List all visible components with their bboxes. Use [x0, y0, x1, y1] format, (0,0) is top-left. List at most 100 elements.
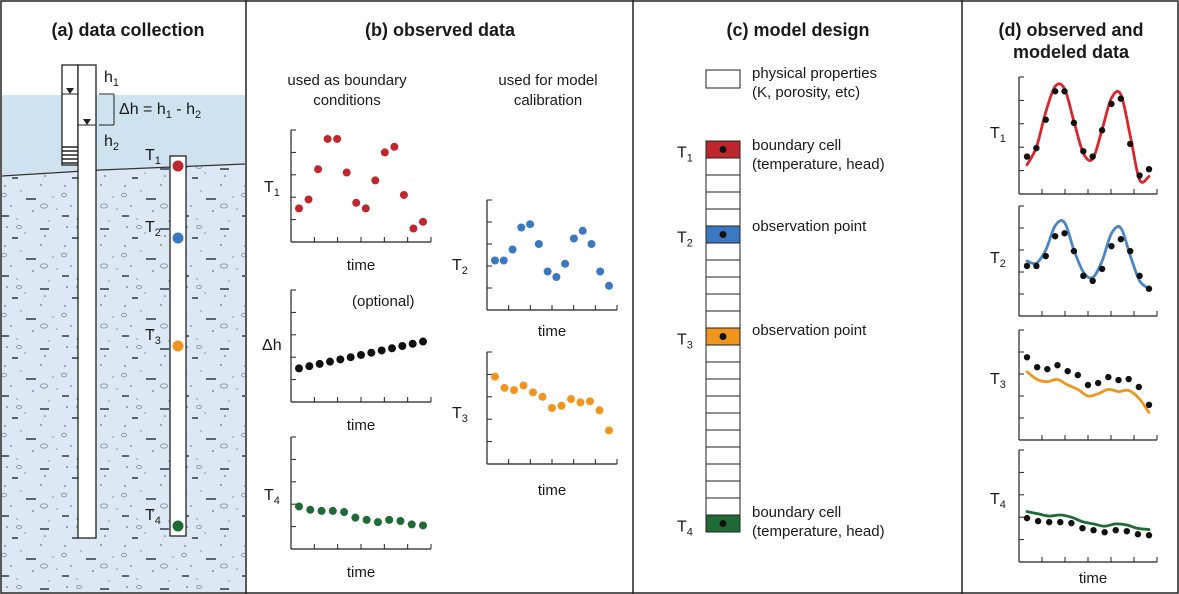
d-plot-3-observed-point [1033, 363, 1041, 371]
d-plot-3-observed-point [1064, 367, 1071, 375]
model-t4-label: T4 [677, 519, 693, 539]
d-plot-1-observed-point [1089, 153, 1096, 160]
d-plot-3-observed-point [1023, 354, 1031, 361]
b-plot-4-point [508, 245, 517, 254]
panel-d-plot-4: T4 [990, 449, 1158, 563]
col2-header-line2: calibration [514, 92, 582, 109]
model-t3-label: T3 [677, 332, 693, 352]
b-plot-1-ylabel: T1 [264, 179, 280, 199]
model-cell [705, 259, 741, 278]
d-plot-2-observed-point [1089, 277, 1096, 284]
legend-line1: physical properties [752, 65, 877, 82]
model-cell [705, 276, 741, 295]
b-plot-5-point [500, 383, 509, 392]
model-cell [705, 344, 741, 363]
b-plot-3-point [317, 506, 326, 515]
b-plot-2-xlabel: time [347, 417, 375, 434]
boundary-top-line2: (temperature, head) [752, 156, 885, 173]
d-plot-2-observed-point [1042, 252, 1049, 260]
d-plot-1-model-line [1025, 82, 1151, 184]
d-plot-2-observed-point [1080, 272, 1087, 280]
model-cell [705, 412, 741, 431]
model-cell [705, 157, 741, 176]
panel-b-plot-5-axes [486, 351, 618, 465]
boundary-top-line1: boundary cell [752, 137, 841, 154]
d-plot-4-model-line [1025, 510, 1151, 531]
d-plot-2-observed-point [1108, 242, 1115, 250]
b-plot-3-point [385, 515, 394, 524]
model-cell [705, 378, 741, 397]
b-plot-2-point [398, 342, 407, 350]
b-plot-1-point [295, 204, 303, 213]
b-plot-2-point [295, 364, 303, 373]
b-plot-5-point [605, 426, 613, 435]
b-plot-4-point [596, 267, 605, 276]
b-plot-1-point [380, 148, 389, 157]
optional-label: (optional) [352, 293, 415, 310]
b-plot-4-point [517, 223, 526, 232]
b-plot-2-point [388, 344, 396, 353]
b-plot-5-xlabel: time [538, 482, 566, 499]
b-plot-5-point [576, 398, 585, 407]
b-plot-2-point [326, 357, 334, 366]
panel-a-title: (a) data collection [51, 20, 204, 40]
d-plot-4-observed-point [1145, 532, 1153, 539]
d-plot-4-observed-point [1068, 519, 1075, 527]
b-plot-5-point [595, 406, 604, 415]
subsurface-sediment [2, 164, 245, 592]
panel-b-plot-4: T2 time [452, 199, 618, 340]
d-plot-3-observed-point [1094, 379, 1102, 387]
col1-header-line1: used as boundary [287, 72, 407, 89]
d-plot-1-observed-point [1145, 165, 1153, 173]
d-plot-1-observed-point [1023, 153, 1031, 160]
panel-d-plot-2-axes [1018, 205, 1158, 317]
boundary-bottom-line2: (temperature, head) [752, 523, 885, 540]
b-plot-5-ylabel: T3 [452, 405, 468, 425]
h2-label: h2 [104, 133, 119, 153]
b-plot-2-point [419, 337, 427, 346]
b-plot-2-point [408, 339, 417, 348]
model-cell-t4-node [719, 520, 727, 527]
b-plot-3-point [407, 520, 416, 529]
b-plot-1-point [323, 134, 332, 143]
b-plot-1-point [371, 176, 380, 185]
model-t2-label: T2 [677, 230, 693, 250]
model-cell [705, 208, 741, 227]
d-plot-4-observed-point [1023, 514, 1031, 522]
d-plot-1-observed-point [1136, 172, 1143, 179]
piezometer-pipe [77, 64, 97, 539]
b-plot-2-point [346, 353, 355, 362]
b-plot-4-point [578, 226, 587, 235]
d-plot-3-observed-point [1125, 375, 1132, 383]
d-plot-2-observed-point [1145, 285, 1153, 292]
d-plot-2-observed-point [1117, 236, 1125, 243]
d-plot-4-observed-point [1034, 517, 1042, 525]
d-plot-4-observed-point [1079, 524, 1086, 532]
well-screen [62, 146, 78, 164]
panel-b: (b) observed data used as boundary condi… [262, 20, 618, 581]
b-plot-4-point [491, 256, 499, 265]
d-plot-2-observed-point [1061, 230, 1068, 237]
d-plot-4-ylabel: T4 [990, 491, 1006, 511]
b-plot-3-point [351, 513, 360, 522]
temperature-sensors: T1 T2 T3 T4 [145, 147, 184, 532]
panel-d-plot-1: T1 [990, 76, 1158, 195]
b-plot-2-point [367, 348, 376, 357]
model-cell [705, 497, 741, 516]
model-cell [705, 293, 741, 312]
model-cell [705, 429, 741, 448]
b-plot-2-point [315, 359, 324, 368]
panel-b-plot-1: T1 time [264, 129, 432, 274]
d-plot-4-observed-point [1045, 518, 1053, 526]
d-plot-1-observed-point [1042, 116, 1049, 123]
d-plot-4-observed-point [1101, 529, 1108, 536]
d-plot-3-observed-point [1105, 373, 1112, 381]
b-plot-5-point [519, 381, 528, 390]
b-plot-3-ylabel: T4 [264, 487, 280, 507]
d-plot-1-observed-point [1033, 144, 1040, 152]
model-cell [705, 242, 741, 261]
b-plot-4-point [526, 220, 535, 229]
b-plot-5-point [510, 386, 518, 395]
legend-line2: (K, porosity, etc) [752, 84, 860, 101]
b-plot-3-point [295, 502, 303, 511]
